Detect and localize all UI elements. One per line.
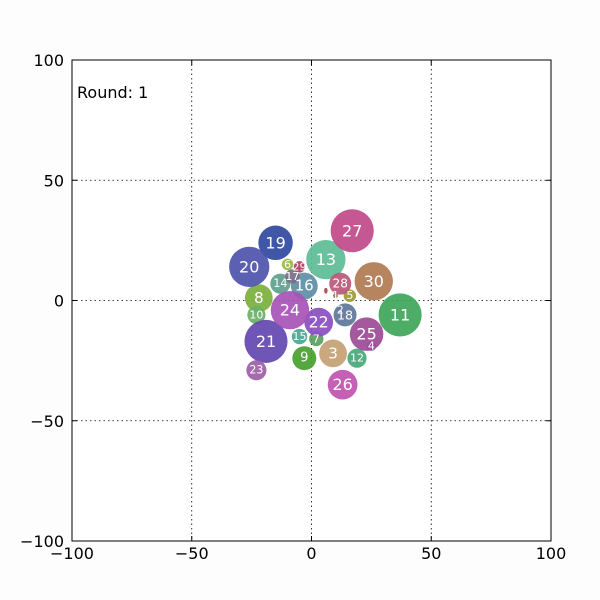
bubble-23 xyxy=(246,360,267,381)
bubble-28 xyxy=(329,272,352,295)
bubble-label-25: 25 xyxy=(356,325,376,344)
bubble-22 xyxy=(304,307,334,337)
y-tick-label: −100 xyxy=(20,532,64,551)
bubble-21 xyxy=(244,319,288,363)
bubble-label-4: 4 xyxy=(368,340,375,353)
grid xyxy=(72,60,551,541)
bubble-18 xyxy=(333,303,357,327)
bubble-label-28: 28 xyxy=(333,277,348,291)
x-tick-label: 0 xyxy=(306,544,316,563)
bubble-17 xyxy=(285,269,300,284)
bubble-label-19: 19 xyxy=(265,233,285,252)
x-tick-label: 100 xyxy=(536,544,567,563)
bubble-25 xyxy=(349,317,384,351)
y-tick-label: −50 xyxy=(30,412,64,431)
bubble-label-13: 13 xyxy=(316,250,336,269)
bubble-10 xyxy=(247,305,266,325)
bubble-label-16: 16 xyxy=(295,278,314,295)
bubble-label-7: 7 xyxy=(313,332,320,345)
bubble-label-2: 2 xyxy=(337,304,344,317)
bubble-29 xyxy=(293,261,306,273)
bubble-label-8: 8 xyxy=(254,289,264,307)
bubble-label-9: 9 xyxy=(300,351,308,366)
bubble-8 xyxy=(244,284,273,312)
bubble-label-6: 6 xyxy=(284,258,291,271)
bubble-0 xyxy=(322,288,329,294)
bubble-label-11: 11 xyxy=(390,305,410,324)
bubble-26 xyxy=(327,369,358,400)
bubble-label-5: 5 xyxy=(346,289,353,302)
bubble-label-0: 0 xyxy=(322,284,329,297)
y-tick-label: 50 xyxy=(44,171,64,190)
bubble-27 xyxy=(330,209,374,253)
bubble-label-18: 18 xyxy=(337,307,353,322)
bubble-13 xyxy=(306,239,346,280)
bubble-6 xyxy=(281,258,294,271)
bubble-label-20: 20 xyxy=(239,257,259,276)
bubble-19 xyxy=(258,225,293,261)
bubble-1 xyxy=(333,293,338,299)
round-label: Round: 1 xyxy=(77,83,148,102)
y-tick-label: 100 xyxy=(33,51,64,70)
bubble-14 xyxy=(270,273,291,294)
bubble-label-22: 22 xyxy=(309,313,329,332)
bubble-label-1: 1 xyxy=(332,289,339,302)
bubble-label-14: 14 xyxy=(273,277,287,290)
bubble-label-12: 12 xyxy=(350,352,364,365)
bubble-24 xyxy=(270,290,310,330)
bubble-label-21: 21 xyxy=(256,332,276,351)
bubble-label-17: 17 xyxy=(285,270,299,283)
x-tick-label: −100 xyxy=(50,544,94,563)
bubble-label-26: 26 xyxy=(332,375,352,394)
bubble-12 xyxy=(347,348,367,368)
bubble-11 xyxy=(378,293,422,337)
bubble-3 xyxy=(319,339,347,368)
bubble-label-27: 27 xyxy=(342,221,362,240)
bubble-15 xyxy=(291,328,308,345)
bubble-20 xyxy=(229,246,270,287)
bubble-label-15: 15 xyxy=(293,330,307,343)
x-tick-label: −50 xyxy=(175,544,209,563)
x-tick-label: 50 xyxy=(421,544,441,563)
y-tick-label: 0 xyxy=(54,292,64,311)
bubble-label-23: 23 xyxy=(249,364,263,377)
bubble-label-10: 10 xyxy=(249,308,263,321)
bubble-30 xyxy=(354,262,393,301)
bubble-label-30: 30 xyxy=(364,272,384,291)
bubble-label-3: 3 xyxy=(328,344,338,362)
bubble-label-24: 24 xyxy=(280,301,300,320)
bubble-label-29: 29 xyxy=(293,260,307,273)
bubble-9 xyxy=(292,346,317,371)
